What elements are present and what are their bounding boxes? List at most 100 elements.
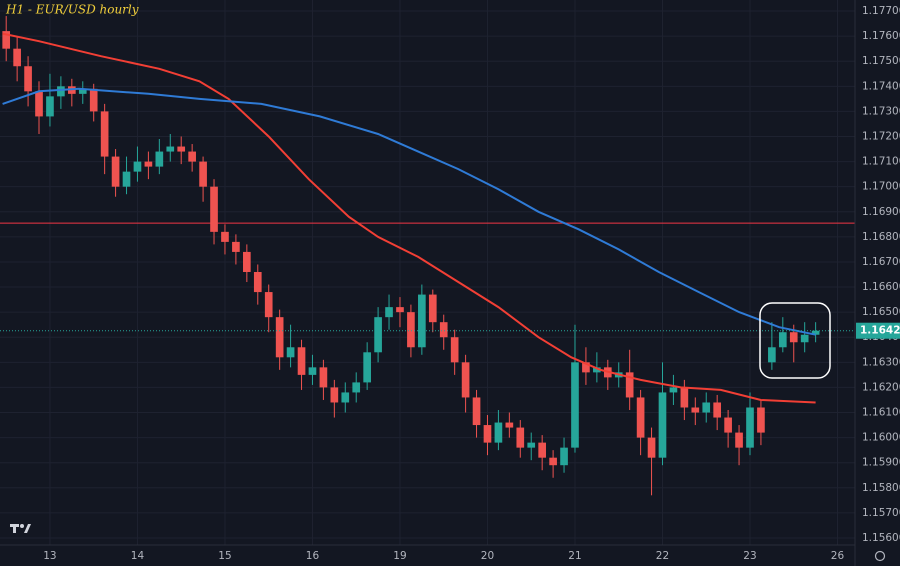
candle-body (571, 362, 579, 448)
y-tick-label: 1.17000 (862, 181, 900, 193)
candle-body (527, 442, 536, 448)
x-tick-label: 13 (43, 550, 56, 562)
candle-body (341, 392, 350, 403)
candle-body (691, 407, 700, 413)
candle-body (658, 392, 667, 458)
candle-body (724, 417, 732, 433)
y-tick-label: 1.16900 (862, 206, 900, 218)
plot (0, 16, 855, 496)
y-tick-label: 1.17300 (862, 105, 900, 117)
x-tick-label: 21 (568, 550, 581, 562)
y-tick-label: 1.17200 (862, 131, 900, 143)
candle-body (24, 66, 32, 92)
y-tick-label: 1.15800 (862, 482, 900, 494)
x-tick-label: 14 (131, 550, 145, 562)
candle-body (166, 146, 175, 152)
candle-body (13, 48, 21, 67)
y-tick-label: 1.16300 (862, 356, 900, 368)
y-tick-label: 1.16000 (862, 432, 900, 444)
candle-body (407, 312, 415, 348)
y-tick-label: 1.15600 (862, 532, 900, 544)
candle-body (757, 407, 765, 433)
y-tick-label: 1.17400 (862, 80, 900, 92)
logo-part (20, 524, 24, 528)
candle-body (636, 397, 645, 438)
axes: 1.15600 1.15700 1.15800 1.15900 1.16000 1.161… (43, 5, 900, 562)
candle-body (768, 347, 776, 363)
candle-body (363, 352, 371, 383)
candle-body (297, 347, 306, 375)
x-tick-label: 16 (306, 550, 320, 562)
candle-body (275, 317, 284, 358)
settings-icon[interactable] (874, 550, 886, 562)
candle-body (505, 422, 514, 428)
candle-body (735, 432, 743, 448)
y-tick-label: 1.16100 (862, 407, 900, 419)
candle-body (188, 151, 196, 162)
candle-body (374, 317, 382, 353)
candle-body (100, 111, 109, 157)
y-tick-label: 1.15700 (862, 507, 900, 519)
candle-body (428, 294, 437, 323)
y-tick-label: 1.16500 (862, 306, 900, 318)
candle-body (800, 334, 809, 343)
candle-body (778, 332, 787, 348)
last-price-label: 1.16426 (860, 325, 900, 337)
logo-part (13, 524, 16, 533)
chart-title: H1 - EUR/USD hourly (5, 3, 139, 17)
candle-body (516, 427, 525, 448)
candle-body (319, 367, 328, 388)
candle-body (308, 367, 317, 375)
y-tick-label: 1.17600 (862, 30, 900, 42)
candle-body (680, 387, 689, 408)
candle-body (199, 161, 207, 187)
candle-body (593, 367, 601, 373)
logo-part (24, 524, 31, 533)
moving-average-line (2, 87, 816, 336)
y-tick-label: 1.17500 (862, 55, 900, 67)
candle-body (2, 31, 11, 49)
x-tick-label: 26 (831, 550, 845, 562)
candle-body (232, 241, 240, 252)
candle-body (210, 186, 218, 232)
x-tick-label: 15 (218, 550, 231, 562)
candle-body (57, 86, 65, 97)
x-tick-label: 23 (743, 550, 756, 562)
candle-body (625, 372, 634, 398)
last-price-tag (856, 322, 900, 339)
candle-body (111, 156, 120, 187)
candle-body (155, 151, 164, 167)
candle-body (439, 322, 448, 338)
candle-body (253, 271, 262, 293)
candle-body (385, 307, 393, 318)
candle-body (144, 161, 153, 167)
candle-body (264, 292, 273, 318)
candle-body (78, 88, 87, 94)
x-tick-label: 20 (481, 550, 494, 562)
candle-body (352, 382, 361, 393)
candle-body (418, 294, 426, 348)
candle-body (122, 171, 131, 187)
grid (0, 0, 855, 545)
candle-body (133, 161, 142, 172)
candle-body (746, 407, 754, 448)
candle-body (549, 457, 557, 466)
candle-body (789, 332, 798, 343)
candle-body (538, 442, 546, 458)
candle-body (286, 347, 295, 358)
candle-body (702, 402, 711, 413)
candle-body (177, 146, 186, 152)
candle-body (494, 422, 503, 443)
y-tick-label: 1.16800 (862, 231, 900, 243)
candle-body (396, 307, 404, 313)
y-tick-label: 1.15900 (862, 457, 900, 469)
candle-body (221, 231, 229, 242)
candle-body (461, 362, 470, 398)
candle-body (713, 402, 722, 418)
y-tick-label: 1.16700 (862, 256, 900, 268)
candle-body (243, 251, 251, 272)
x-tick-label: 19 (393, 550, 406, 562)
candle-body (450, 337, 459, 363)
